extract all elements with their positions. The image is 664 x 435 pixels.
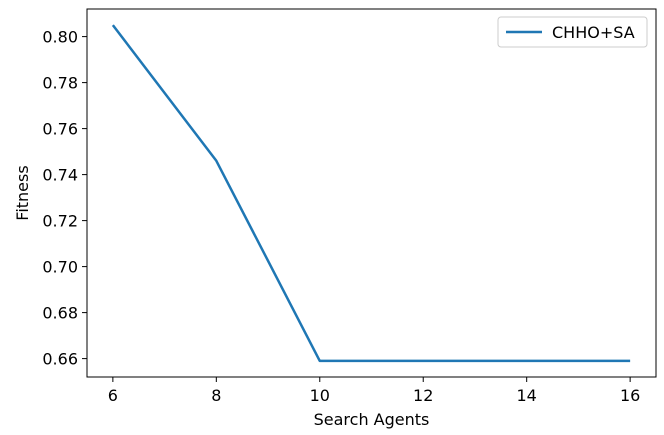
plot-frame: [86, 8, 657, 378]
y-axis-ticks: 0.66 0.68 0.70 0.72 0.74 0.76 0.78 0.80: [42, 28, 87, 369]
plot-area: [87, 9, 656, 377]
x-tick-label: 10: [310, 386, 330, 405]
x-tick-label: 14: [517, 386, 537, 405]
x-axis-label: Search Agents: [314, 410, 430, 429]
series-layer: [111, 24, 631, 363]
x-tick-label: 8: [211, 386, 221, 405]
legend: CHHO+SA: [497, 16, 648, 48]
x-tick-label: 12: [413, 386, 433, 405]
y-tick-label: 0.76: [42, 120, 78, 139]
x-axis-ticks: 6 8 10 12 14 16: [108, 377, 640, 405]
y-tick-label: 0.72: [42, 212, 78, 231]
legend-box: [497, 16, 648, 48]
y-tick-label: 0.74: [42, 166, 78, 185]
legend-label: CHHO+SA: [552, 23, 635, 42]
y-tick-label: 0.66: [42, 350, 78, 369]
y-tick-label: 0.80: [42, 28, 78, 47]
series-line-0: [111, 24, 631, 363]
y-tick-label: 0.68: [42, 304, 78, 323]
y-axis-label: Fitness: [13, 165, 32, 220]
x-tick-label: 16: [620, 386, 640, 405]
x-tick-label: 6: [108, 386, 118, 405]
y-tick-label: 0.70: [42, 258, 78, 277]
y-tick-label: 0.78: [42, 74, 78, 93]
